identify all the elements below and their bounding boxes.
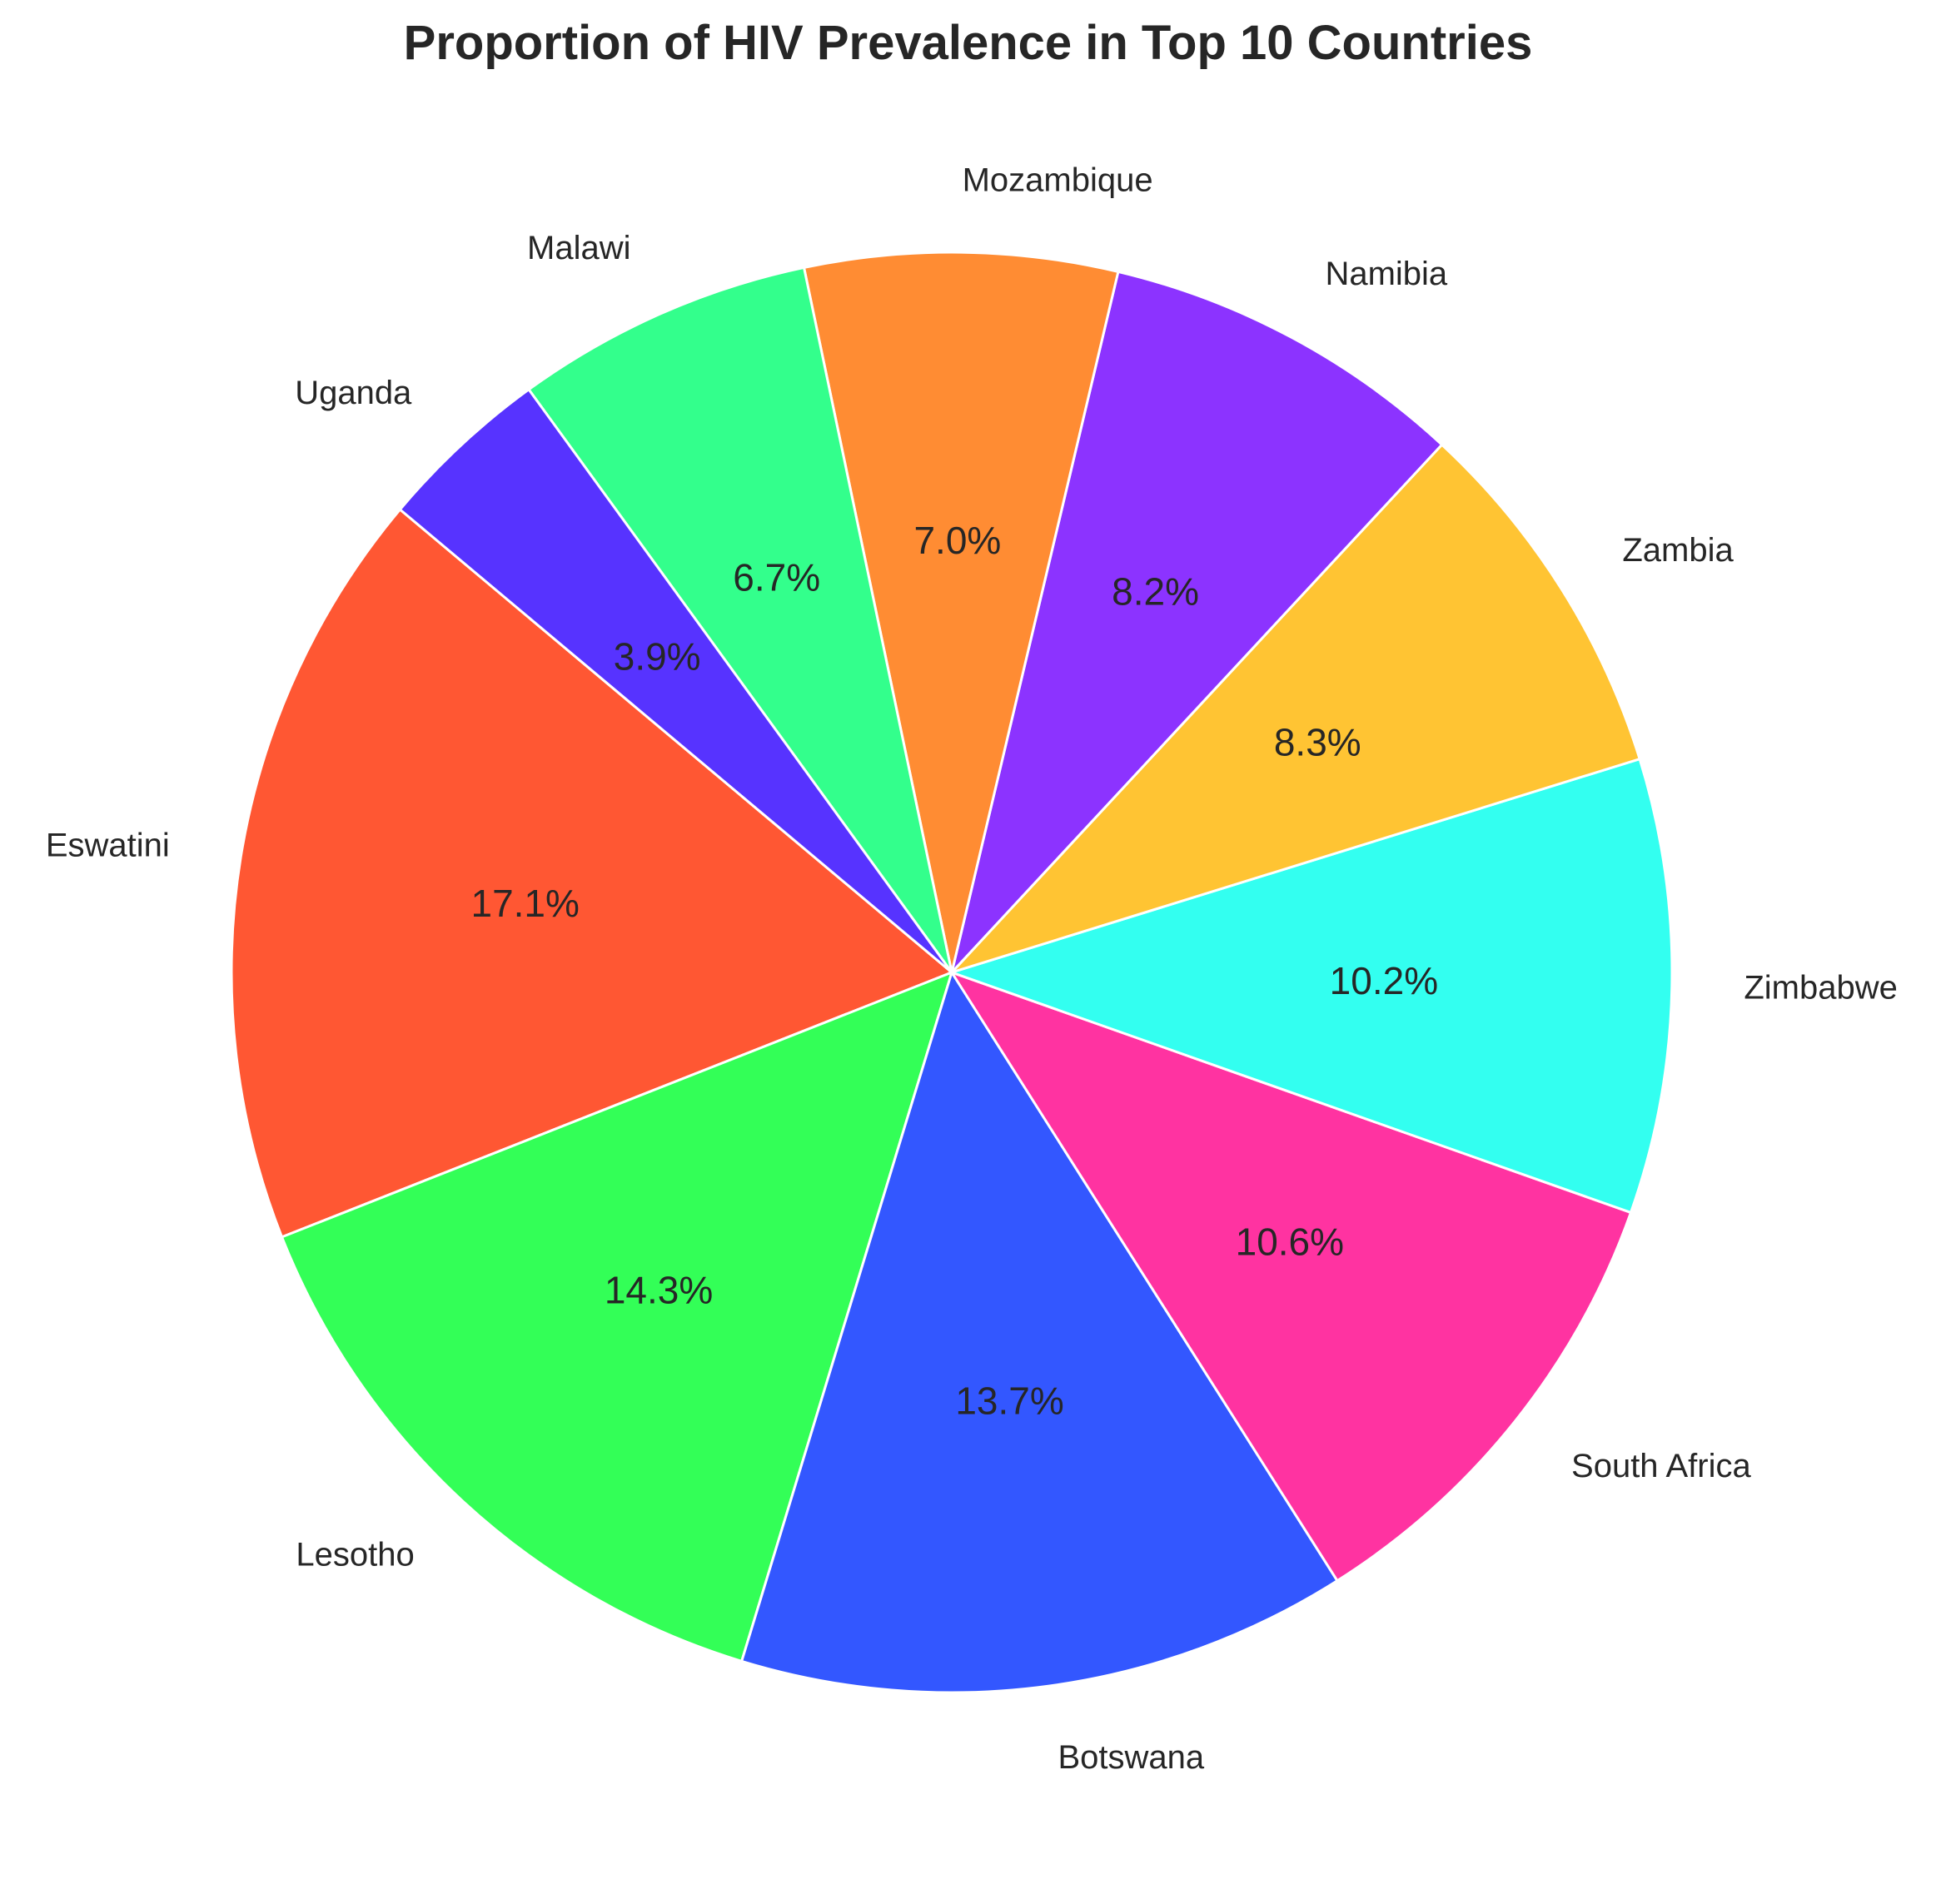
slice-value-label-namibia: 8.2% xyxy=(1112,569,1199,613)
pie-slice-mozambique xyxy=(802,251,1120,973)
slice-value-label-zimbabwe: 10.2% xyxy=(1330,959,1438,1002)
pie-slice-botswana xyxy=(739,969,1340,1694)
slice-label-mozambique: Mozambique xyxy=(963,162,1153,199)
slice-value-label-south-africa: 10.6% xyxy=(1236,1220,1344,1264)
slice-label-lesotho: Lesotho xyxy=(296,1536,414,1573)
pie-slice-south-africa xyxy=(948,970,1633,1583)
pie-slice-namibia xyxy=(949,270,1444,977)
slice-value-label-mozambique: 7.0% xyxy=(913,519,1001,562)
pie-slice-zambia xyxy=(948,443,1642,976)
slice-label-zimbabwe: Zimbabwe xyxy=(1744,970,1898,1007)
slice-label-botswana: Botswana xyxy=(1058,1739,1204,1776)
slice-value-label-uganda: 3.9% xyxy=(614,634,701,678)
slice-label-zambia: Zambia xyxy=(1622,532,1734,569)
slice-label-namibia: Namibia xyxy=(1325,256,1447,292)
slice-label-south-africa: South Africa xyxy=(1571,1448,1751,1484)
pie-slice-uganda xyxy=(398,387,953,974)
slice-value-label-eswatini: 17.1% xyxy=(470,882,579,925)
pie-slice-malawi xyxy=(526,266,953,973)
slice-value-label-lesotho: 14.3% xyxy=(605,1268,713,1311)
slice-label-malawi: Malawi xyxy=(527,230,630,266)
slice-label-eswatini: Eswatini xyxy=(46,828,170,864)
pie-slice-eswatini xyxy=(230,507,954,1239)
slice-value-label-botswana: 13.7% xyxy=(955,1379,1063,1422)
chart-title: Proportion of HIV Prevalence in Top 10 C… xyxy=(403,16,1533,70)
pie-slice-lesotho xyxy=(280,970,954,1663)
pie-slice-zimbabwe xyxy=(948,757,1674,1215)
slice-value-label-malawi: 6.7% xyxy=(733,556,820,599)
slice-value-label-zambia: 8.3% xyxy=(1274,721,1361,764)
slice-label-uganda: Uganda xyxy=(295,375,412,411)
